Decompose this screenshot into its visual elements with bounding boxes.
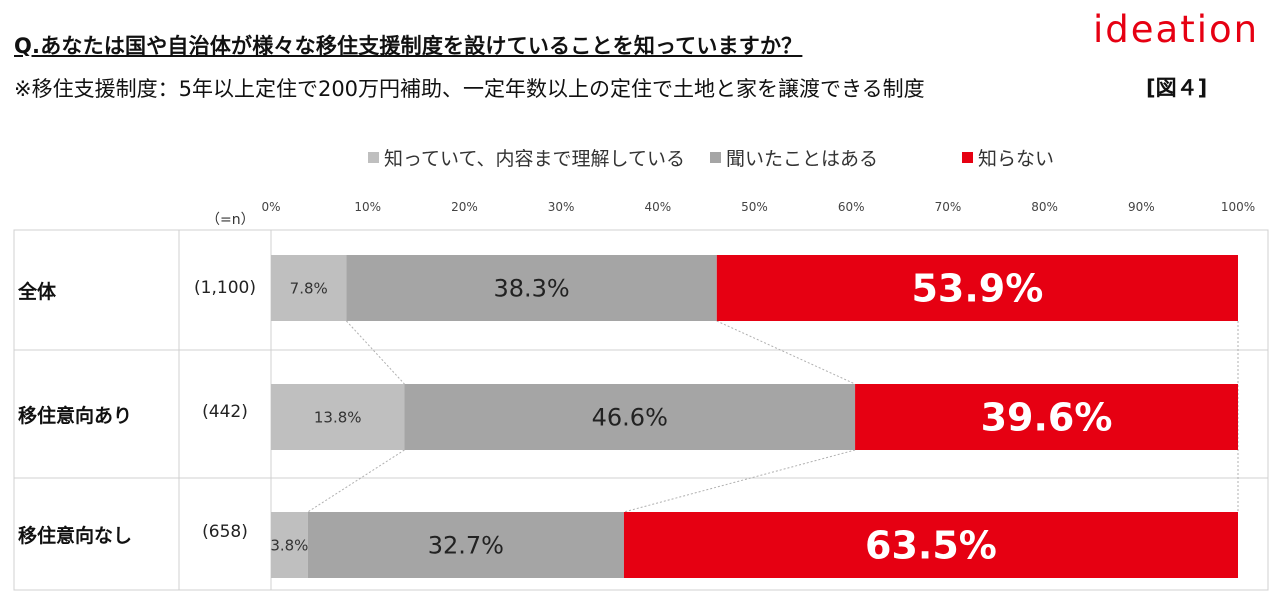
legend-label: 聞いたことはある xyxy=(726,148,879,170)
bar-segment xyxy=(271,255,347,321)
figure-label: [図４] xyxy=(1146,76,1208,100)
bar-segment xyxy=(307,512,624,578)
bar-segment xyxy=(271,512,308,578)
legend-swatch xyxy=(962,152,973,163)
series-connector-line xyxy=(346,320,405,385)
legend-item-heard: 聞いたことはある xyxy=(710,144,878,171)
legend-swatch xyxy=(710,152,721,163)
category-label: 全体 xyxy=(18,281,57,303)
legend-label: 知らない xyxy=(978,148,1055,170)
category-label: 移住意向なし xyxy=(18,525,133,547)
legend-item-understand: 知っていて、内容まで理解している xyxy=(368,144,685,171)
x-tick-label: 0% xyxy=(261,200,280,214)
data-label: 39.6% xyxy=(981,396,1113,440)
bar-segment xyxy=(271,384,405,450)
definition-note: ※移住支援制度：5年以上定住で200万円補助、一定年数以上の定住で土地と家を譲渡… xyxy=(14,77,925,101)
series-connector-line xyxy=(716,320,856,385)
data-label: 63.5% xyxy=(865,524,997,568)
data-label: 32.7% xyxy=(428,532,504,560)
sample-size-value: (1,100) xyxy=(194,278,256,298)
table-frame xyxy=(13,229,1269,591)
legend-item-unknown: 知らない xyxy=(962,144,1054,171)
data-label: 53.9% xyxy=(911,267,1043,311)
legend-label: 知っていて、内容まで理解している xyxy=(384,148,685,170)
sample-size-header: （=n） xyxy=(206,212,255,228)
data-label: 7.8% xyxy=(290,279,328,297)
bar-segment xyxy=(623,512,1238,578)
data-label: 46.6% xyxy=(592,404,668,432)
bar-segment xyxy=(855,384,1238,450)
x-tick-label: 90% xyxy=(1128,200,1155,214)
bar-segment xyxy=(404,384,856,450)
x-tick-label: 50% xyxy=(741,200,768,214)
bar-segment xyxy=(346,255,717,321)
legend-swatch xyxy=(368,152,379,163)
sample-size-value: (442) xyxy=(202,402,248,422)
data-label: 13.8% xyxy=(314,408,362,426)
x-tick-label: 60% xyxy=(838,200,865,214)
x-tick-label: 80% xyxy=(1031,200,1058,214)
x-tick-label: 40% xyxy=(644,200,671,214)
series-connector-line xyxy=(307,449,405,513)
brand-logo: ideation xyxy=(1093,8,1260,51)
x-tick-label: 10% xyxy=(354,200,381,214)
sample-size-value: (658) xyxy=(202,522,248,542)
chart-legend: 知っていて、内容まで理解している 聞いたことはある 知らない xyxy=(0,144,1280,170)
x-tick-label: 100% xyxy=(1221,200,1255,214)
series-connector-line xyxy=(623,449,856,513)
question-title: Q.あなたは国や自治体が様々な移住支援制度を設けていることを知っていますか？ xyxy=(14,34,803,58)
x-tick-label: 70% xyxy=(935,200,962,214)
data-label: 38.3% xyxy=(493,275,569,303)
data-label: 3.8% xyxy=(270,536,308,554)
x-tick-label: 20% xyxy=(451,200,478,214)
category-label: 移住意向あり xyxy=(18,405,133,427)
bar-segment xyxy=(716,255,1238,321)
x-tick-label: 30% xyxy=(548,200,575,214)
